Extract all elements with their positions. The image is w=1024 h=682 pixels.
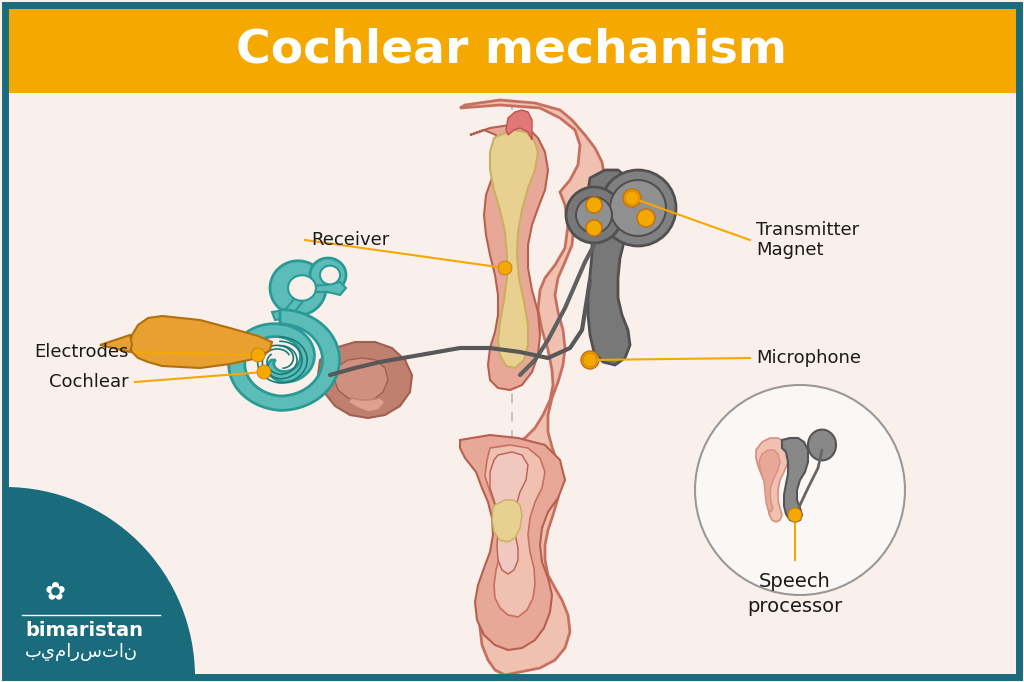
Polygon shape [318, 342, 412, 418]
Text: Speech
processor: Speech processor [748, 572, 843, 616]
Polygon shape [470, 125, 548, 390]
Circle shape [498, 261, 512, 275]
Circle shape [566, 187, 622, 243]
Polygon shape [348, 398, 385, 412]
Polygon shape [506, 110, 532, 140]
Polygon shape [228, 310, 340, 411]
Polygon shape [272, 282, 346, 320]
Polygon shape [460, 100, 605, 675]
FancyBboxPatch shape [5, 5, 1019, 93]
Circle shape [581, 351, 599, 369]
Circle shape [695, 385, 905, 595]
Polygon shape [492, 500, 522, 542]
Polygon shape [759, 450, 780, 512]
Polygon shape [310, 258, 346, 292]
Text: Receiver: Receiver [311, 231, 389, 249]
Polygon shape [808, 430, 836, 460]
Polygon shape [782, 438, 808, 522]
Circle shape [586, 197, 602, 213]
Text: بيمارستان: بيمارستان [25, 643, 138, 661]
Text: Transmitter
Magnet: Transmitter Magnet [756, 220, 859, 259]
Circle shape [251, 348, 265, 362]
Polygon shape [588, 170, 632, 365]
Circle shape [575, 197, 612, 233]
Text: Microphone: Microphone [756, 349, 861, 367]
Circle shape [625, 191, 639, 205]
Polygon shape [100, 335, 132, 352]
Text: Cochlear: Cochlear [49, 373, 129, 391]
Wedge shape [5, 487, 195, 677]
Circle shape [788, 508, 802, 522]
Polygon shape [460, 435, 565, 650]
Circle shape [637, 209, 655, 227]
Polygon shape [321, 266, 340, 284]
Polygon shape [288, 276, 316, 301]
Polygon shape [756, 438, 788, 522]
Polygon shape [130, 316, 272, 368]
Circle shape [610, 180, 666, 236]
Circle shape [600, 170, 676, 246]
Circle shape [788, 508, 802, 522]
Circle shape [257, 365, 271, 379]
Circle shape [586, 220, 602, 236]
Circle shape [583, 353, 597, 367]
Text: ✿: ✿ [44, 580, 66, 604]
Text: Electrodes: Electrodes [35, 343, 129, 361]
Polygon shape [490, 130, 538, 368]
Polygon shape [490, 452, 528, 574]
Polygon shape [334, 358, 388, 402]
Polygon shape [270, 261, 326, 315]
Text: Cochlear mechanism: Cochlear mechanism [237, 27, 787, 72]
Polygon shape [485, 445, 545, 617]
Circle shape [623, 189, 641, 207]
Text: bimaristan: bimaristan [25, 621, 143, 640]
